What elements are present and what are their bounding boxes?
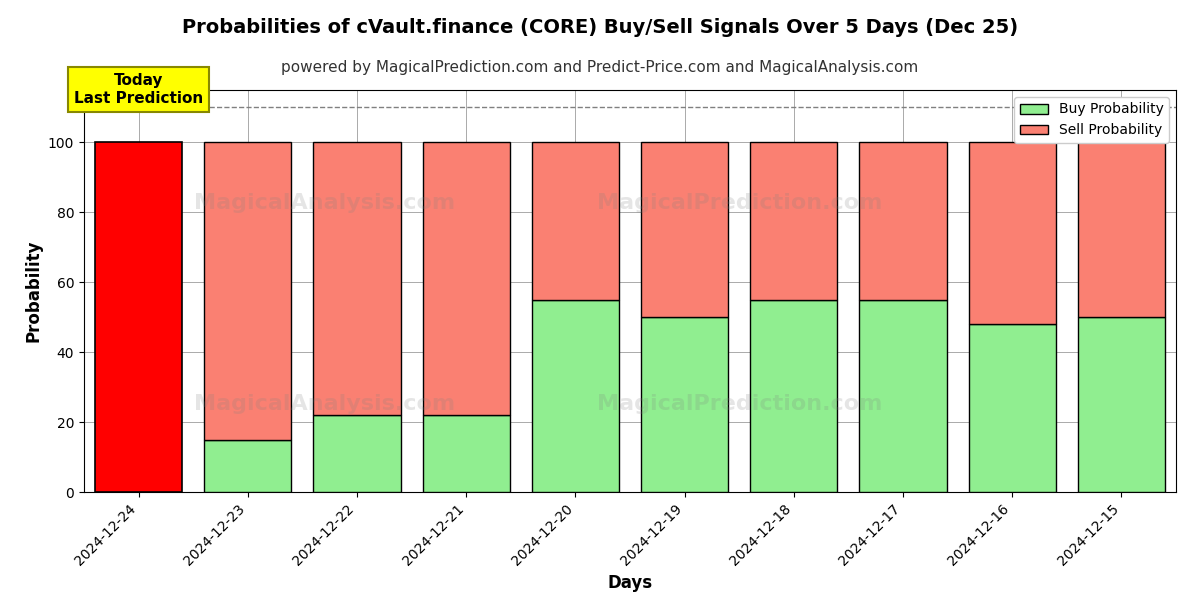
Bar (1078, 142, 1165, 317)
Legend: Buy Probability, Sell Probability: Buy Probability, Sell Probability (1014, 97, 1169, 143)
Bar (532, 300, 619, 492)
Bar (422, 142, 510, 415)
Y-axis label: Probability: Probability (24, 240, 42, 342)
Text: MagicalPrediction.com: MagicalPrediction.com (596, 394, 882, 413)
Bar (204, 142, 292, 440)
Bar (750, 300, 838, 492)
Text: Probabilities of cVault.finance (CORE) Buy/Sell Signals Over 5 Days (Dec 25): Probabilities of cVault.finance (CORE) B… (182, 18, 1018, 37)
Bar (1078, 317, 1165, 492)
Bar (968, 324, 1056, 492)
Bar (750, 142, 838, 300)
Bar (859, 142, 947, 300)
Text: MagicalAnalysis.com: MagicalAnalysis.com (193, 394, 455, 413)
Bar (313, 142, 401, 415)
Bar (641, 142, 728, 317)
Bar (532, 142, 619, 300)
Bar (95, 142, 182, 492)
Text: powered by MagicalPrediction.com and Predict-Price.com and MagicalAnalysis.com: powered by MagicalPrediction.com and Pre… (281, 60, 919, 75)
Text: Today
Last Prediction: Today Last Prediction (74, 73, 203, 106)
Bar (968, 142, 1056, 324)
Bar (859, 300, 947, 492)
Text: MagicalPrediction.com: MagicalPrediction.com (596, 193, 882, 212)
Bar (204, 440, 292, 492)
Bar (422, 415, 510, 492)
Bar (313, 415, 401, 492)
X-axis label: Days: Days (607, 574, 653, 592)
Bar (641, 317, 728, 492)
Text: MagicalAnalysis.com: MagicalAnalysis.com (193, 193, 455, 212)
